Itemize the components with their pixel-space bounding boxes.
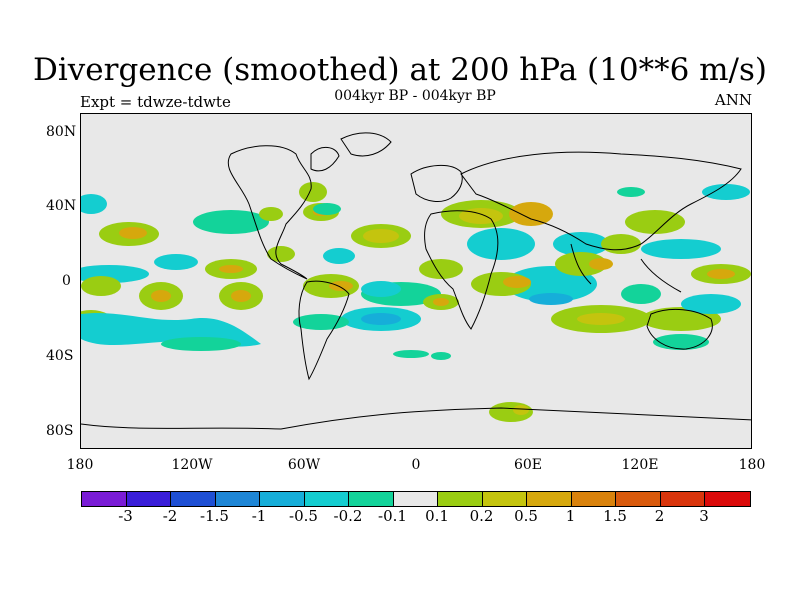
colorbar-swatch <box>171 492 216 506</box>
map-canvas <box>81 132 751 430</box>
lon-label-60e: 60E <box>513 457 543 473</box>
lon-label-0: 0 <box>411 457 421 473</box>
lat-label-80n: 80N <box>46 124 77 140</box>
colorbar-swatch <box>260 492 305 506</box>
colorbar-swatch <box>304 492 349 506</box>
coastlines <box>81 132 751 430</box>
lon-label-180e: 180 <box>738 457 766 473</box>
colorbar-swatch <box>616 492 661 506</box>
colorbar-label: 0.5 <box>514 507 538 525</box>
lon-label-60w: 60W <box>287 457 321 473</box>
colorbar-label: -1.5 <box>200 507 229 525</box>
colorbar-label: -0.5 <box>289 507 318 525</box>
lat-label-eq: 0 <box>62 273 71 289</box>
divergence-fields <box>81 182 751 422</box>
lon-label-180w: 180 <box>66 457 94 473</box>
lat-label-40s: 40S <box>46 348 74 364</box>
colorbar-swatch <box>705 492 750 506</box>
colorbar-swatch <box>126 492 171 506</box>
experiment-label: Expt = tdwze-tdwte <box>80 93 231 111</box>
colorbar-label: -0.1 <box>378 507 407 525</box>
colorbar-swatch <box>82 492 127 506</box>
lat-label-80s: 80S <box>46 423 74 439</box>
colorbar-swatch <box>527 492 572 506</box>
colorbar-label: -0.2 <box>333 507 363 525</box>
colorbar-label: 0.2 <box>469 507 494 525</box>
colorbar-swatch <box>349 492 394 506</box>
lon-label-120w: 120W <box>171 457 213 473</box>
chart-title: Divergence (smoothed) at 200 hPa (10**6 … <box>33 52 767 88</box>
colorbar-swatch <box>215 492 260 506</box>
colorbar-label: -3 <box>118 507 133 525</box>
divergence-map <box>80 113 752 449</box>
colorbar-label: -2 <box>162 507 178 525</box>
colorbar-label: 0.1 <box>425 507 449 525</box>
colorbar-label: 3 <box>699 507 709 525</box>
lon-label-120e: 120E <box>621 457 659 473</box>
lat-label-40n: 40N <box>46 198 77 214</box>
colorbar-label: 1 <box>565 507 576 525</box>
chart-subtitle: 004kyr BP - 004kyr BP <box>334 88 496 104</box>
colorbar-swatch <box>482 492 527 506</box>
colorbar-label: 2 <box>654 507 665 525</box>
season-label: ANN <box>714 91 752 109</box>
colorbar-swatch <box>660 492 705 506</box>
colorbar <box>81 491 751 507</box>
colorbar-swatch <box>393 492 438 506</box>
colorbar-swatch <box>438 492 483 506</box>
colorbar-swatch <box>571 492 616 506</box>
colorbar-label: 1.5 <box>603 507 627 525</box>
colorbar-label: -1 <box>251 507 267 525</box>
